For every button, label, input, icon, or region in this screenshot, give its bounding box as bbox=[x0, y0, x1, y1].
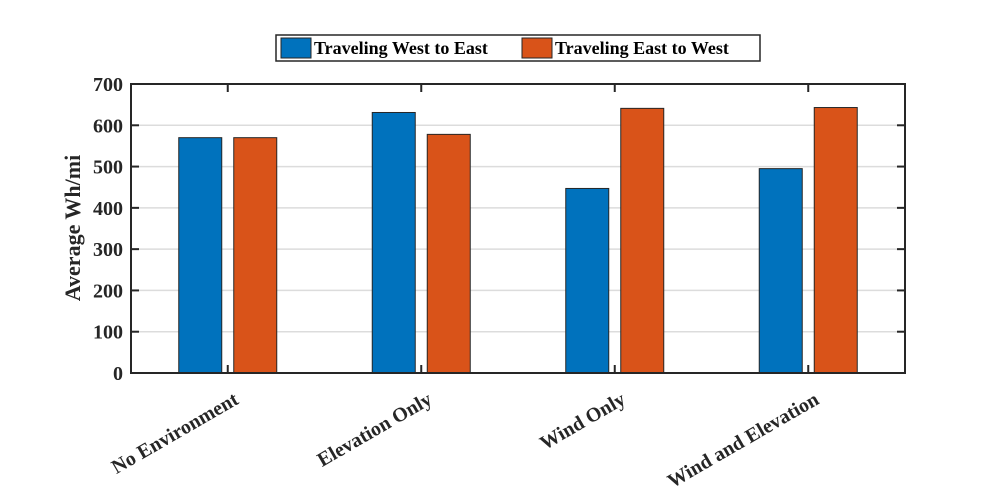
bar-east-to-west bbox=[620, 107, 665, 374]
bar-west-to-east bbox=[178, 137, 223, 374]
y-tick-label: 200 bbox=[93, 280, 123, 302]
bars bbox=[178, 107, 858, 374]
bar-west-to-east bbox=[758, 168, 803, 374]
x-axis-tick-labels: No Environment Elevation Only Wind Only Win… bbox=[108, 388, 823, 493]
legend-label-east-to-west: Traveling East to West bbox=[555, 38, 729, 58]
y-tick-label: 700 bbox=[93, 74, 123, 96]
x-tick-label: Elevation Only bbox=[314, 388, 436, 471]
legend-swatch-west-to-east bbox=[280, 37, 312, 59]
bar-east-to-west bbox=[426, 133, 471, 374]
y-tick-label: 400 bbox=[93, 198, 123, 220]
y-tick-label: 500 bbox=[93, 157, 123, 179]
y-tick-label: 600 bbox=[93, 115, 123, 137]
x-tick-label: Wind and Elevation bbox=[664, 388, 823, 492]
y-axis-tick-labels: 0 100 200 300 400 500 600 700 bbox=[93, 74, 123, 385]
bar-east-to-west bbox=[233, 137, 278, 374]
legend-label-west-to-east: Traveling West to East bbox=[314, 38, 488, 58]
legend-box bbox=[275, 34, 761, 62]
x-tick-label: No Environment bbox=[108, 388, 243, 478]
bar-east-to-west bbox=[813, 107, 858, 374]
bar-west-to-east bbox=[371, 111, 416, 374]
legend-swatch-east-to-west bbox=[521, 37, 553, 59]
bar-west-to-east bbox=[565, 187, 610, 374]
plot-area-frame bbox=[130, 83, 906, 374]
y-tick-label: 300 bbox=[93, 239, 123, 261]
y-tick-label: 0 bbox=[113, 363, 123, 385]
y-tick-label: 100 bbox=[93, 322, 123, 344]
legend: Traveling West to East Traveling East to… bbox=[275, 34, 761, 62]
x-tick-label: Wind Only bbox=[536, 388, 629, 454]
y-axis-label: Average Wh/mi bbox=[60, 155, 85, 301]
axis-ticks bbox=[131, 83, 905, 374]
